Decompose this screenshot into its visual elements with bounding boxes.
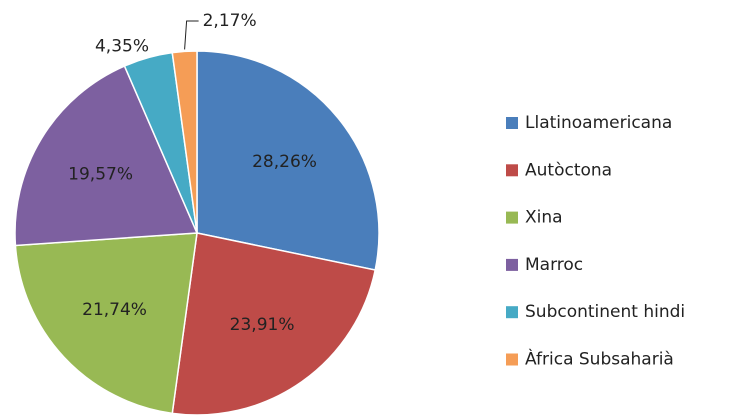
legend-label: Llatinoamericana [525, 113, 672, 133]
legend-label: Autòctona [525, 160, 612, 180]
legend-swatch [506, 211, 518, 224]
legend-swatch [506, 117, 518, 129]
data-label: 19,57% [68, 164, 133, 184]
legend-swatch [506, 306, 518, 319]
pie-slice [171, 50, 198, 234]
pie-slice [171, 232, 377, 416]
legend-swatch [506, 164, 518, 177]
leader-line [184, 20, 199, 50]
legend-swatch [506, 353, 518, 366]
data-label: 28,26% [252, 152, 317, 172]
legend-label: Subcontinent hindi [525, 302, 685, 322]
pie-slice [14, 232, 198, 415]
data-label: 4,35% [95, 37, 149, 57]
legend-swatch [506, 258, 518, 271]
legend-label: Xina [525, 208, 563, 228]
legend-label: Marroc [525, 255, 583, 275]
pie-slice [196, 50, 380, 271]
pie-slice [14, 65, 199, 247]
data-label: 23,91% [230, 315, 295, 335]
legend-label: Àfrica Subsaharià [525, 348, 674, 370]
data-label: 21,74% [82, 300, 147, 320]
data-label: 2,17% [203, 11, 257, 31]
